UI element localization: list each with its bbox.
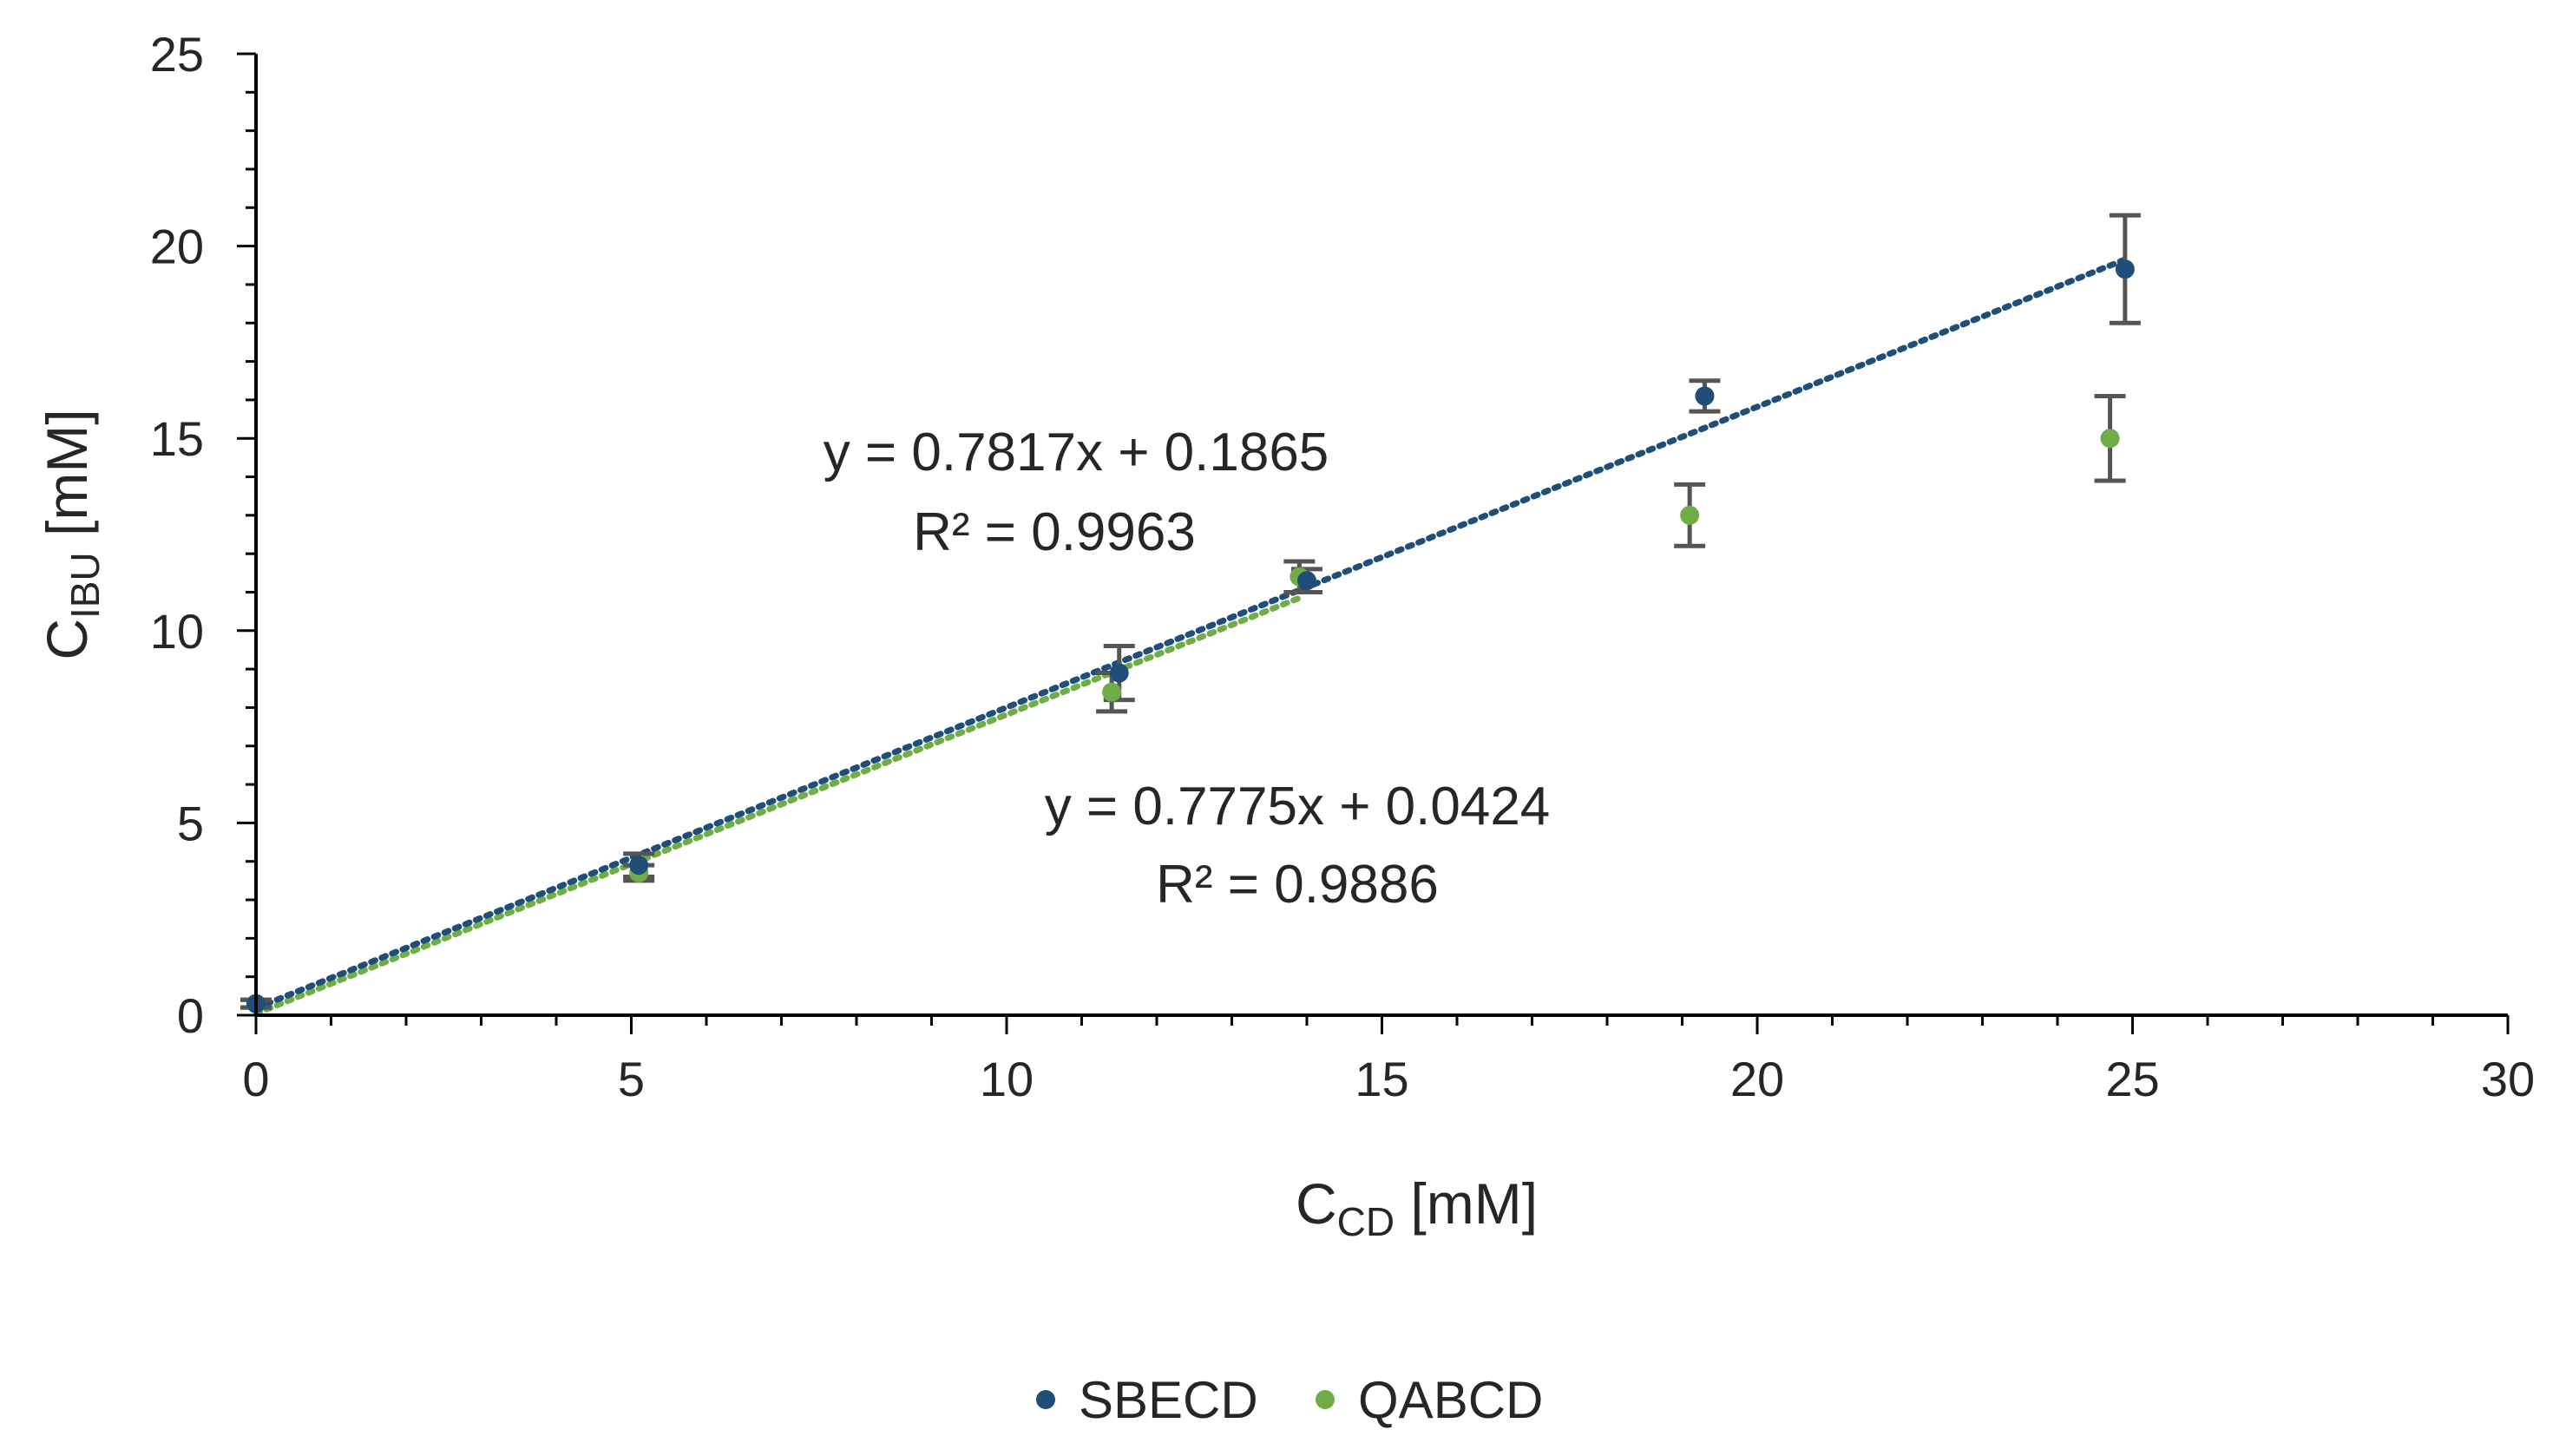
sbecd-point — [2115, 259, 2135, 279]
x-tick-label: 0 — [242, 1052, 269, 1106]
sbecd-equation: y = 0.7817x + 0.1865 — [824, 423, 1329, 482]
x-tick-label: 30 — [2481, 1052, 2535, 1106]
y-axis-title: CIBU [mM] — [35, 409, 108, 659]
sbecd-equation-label: y = 0.7817x + 0.1865 R² = 0.9963 — [824, 423, 1329, 562]
y-tick-label: 10 — [150, 604, 204, 659]
sbecd-r2: R² = 0.9963 — [913, 502, 1196, 562]
sbecd-point — [1695, 386, 1715, 406]
y-tick-label: 15 — [150, 411, 204, 466]
legend-marker-sbecd — [1036, 1390, 1055, 1409]
sbecd-point — [629, 856, 649, 876]
sbecd-point — [1109, 663, 1129, 683]
qabcd-point — [1102, 682, 1122, 702]
qabcd-r2: R² = 0.9886 — [1156, 855, 1439, 915]
y-tick-label: 0 — [177, 988, 204, 1043]
x-tick-label: 5 — [618, 1052, 645, 1106]
axes: 0 5 10 15 20 25 30 0 5 10 15 20 25 — [150, 27, 2535, 1106]
y-tick-label: 20 — [150, 220, 204, 274]
legend-label-sbecd: SBECD — [1079, 1371, 1258, 1429]
y-tick-label: 5 — [177, 796, 204, 850]
qabcd-equation-label: y = 0.7775x + 0.0424 R² = 0.9886 — [1045, 777, 1551, 915]
legend-marker-qabcd — [1316, 1390, 1335, 1409]
sbecd-point — [1297, 571, 1316, 591]
x-axis-ticks: 0 5 10 15 20 25 30 — [242, 1015, 2535, 1106]
x-axis-title: CCD [mM] — [1296, 1171, 1538, 1244]
y-tick-label: 25 — [150, 27, 204, 82]
x-tick-label: 15 — [1355, 1052, 1408, 1106]
y-axis-ticks: 0 5 10 15 20 25 — [150, 27, 256, 1043]
x-tick-label: 10 — [980, 1052, 1034, 1106]
x-tick-label: 25 — [2105, 1052, 2159, 1106]
legend: SBECD QABCD — [1036, 1371, 1543, 1429]
legend-label-qabcd: QABCD — [1358, 1371, 1543, 1429]
sbecd-trendline — [253, 256, 2129, 1012]
x-tick-label: 20 — [1730, 1052, 1784, 1106]
qabcd-point — [1680, 505, 1700, 525]
qabcd-point — [2100, 429, 2120, 449]
qabcd-equation: y = 0.7775x + 0.0424 — [1045, 777, 1551, 836]
